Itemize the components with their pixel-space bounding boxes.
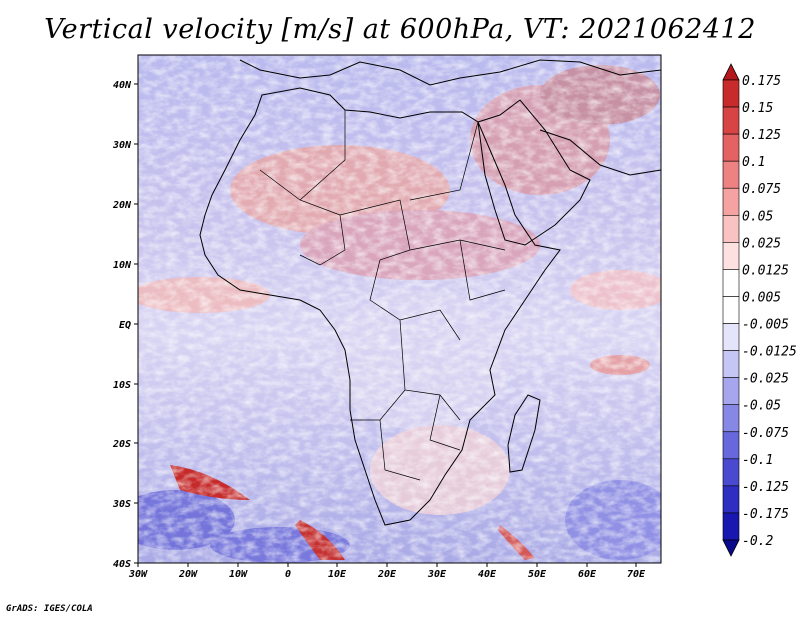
colorbar-label: 0.1: [742, 155, 765, 170]
colorbar-segment: [722, 404, 740, 433]
lon-label: 0: [285, 569, 291, 580]
colorbar-label: 0.125: [742, 128, 781, 143]
colorbar-segment: [722, 79, 740, 108]
colorbar-bottom-arrow: [722, 539, 740, 557]
lon-label: 10E: [328, 569, 347, 580]
colorbar-label: 0.075: [742, 182, 781, 197]
grads-credit: GrADS: IGES/COLA: [6, 604, 93, 614]
colorbar-top-arrow: [722, 63, 740, 81]
lon-label: 20W: [178, 569, 198, 580]
lon-label: 40E: [478, 569, 497, 580]
colorbar-label: 0.15: [742, 101, 773, 116]
lat-label: 10S: [113, 380, 131, 391]
colorbar-segment: [722, 350, 740, 378]
arabia-coastline: [477, 99, 591, 246]
longitude-labels: 30W 20W 10W 0 10E 20E 30E 40E 50E 60E 70…: [128, 569, 646, 580]
lon-label: 30E: [427, 569, 447, 580]
madagascar-coastline: [507, 394, 541, 473]
lat-label: 20N: [112, 200, 132, 211]
colorbar: 0.175 0.15 0.125 0.1 0.075 0.05 0.025 0.0125 0.0…: [722, 63, 797, 557]
latitude-labels: 40N 30N 20N 10N EQ 10S 20S 30S 40S: [112, 80, 132, 570]
africa-coastline: [199, 87, 561, 526]
colorbar-label: -0.005: [742, 318, 789, 333]
colorbar-segment: [722, 512, 740, 541]
lat-label: 10N: [113, 260, 132, 271]
europe-coastline: [239, 59, 661, 86]
colorbar-segment: [722, 214, 740, 243]
country-borders: [259, 110, 506, 481]
colorbar-label: 0.025: [742, 236, 781, 251]
colorbar-segment: [722, 377, 740, 406]
colorbar-label: 0.0125: [742, 263, 789, 278]
lat-label: 30N: [112, 140, 132, 151]
colorbar-label: -0.125: [742, 480, 789, 495]
lat-label: 20S: [112, 439, 131, 450]
axis-ticks: [134, 83, 637, 567]
colorbar-segment: [722, 160, 740, 189]
colorbar-label: -0.05: [742, 399, 781, 414]
colorbar-label: -0.1: [742, 453, 773, 468]
lon-label: 50E: [528, 569, 547, 580]
colorbar-label: 0.05: [742, 209, 773, 224]
lat-label: EQ: [119, 320, 131, 331]
colorbar-segment: [722, 296, 740, 324]
lon-label: 30W: [128, 569, 148, 580]
colorbar-label: -0.175: [742, 507, 789, 522]
map-frame: [137, 54, 662, 564]
colorbar-label: 0.175: [742, 74, 781, 89]
colorbar-label: 0.005: [742, 290, 781, 305]
colorbar-segment: [722, 431, 740, 460]
field-texture: [138, 55, 661, 563]
lon-label: 70E: [627, 569, 646, 580]
lon-label: 20E: [377, 569, 397, 580]
border-lines: [259, 110, 506, 481]
map-area: [138, 55, 661, 563]
lon-label: 10W: [229, 569, 248, 580]
persian-gulf-coastline: [539, 129, 661, 176]
colorbar-segment: [722, 133, 740, 162]
colorbar-label: -0.2: [742, 534, 773, 549]
colorbar-label: -0.075: [742, 426, 789, 441]
colorbar-segment: [722, 242, 740, 270]
map-title: Vertical velocity [m/s] at 600hPa, VT: 2…: [44, 14, 756, 45]
colorbar-segment: [722, 106, 740, 135]
colorbar-label: -0.025: [742, 372, 789, 387]
colorbar-segment: [722, 323, 740, 351]
coastlines: [199, 59, 661, 526]
lon-label: 60E: [578, 569, 597, 580]
colorbar-segment: [722, 485, 740, 514]
lat-label: 40N: [113, 80, 132, 91]
lat-label: 30S: [112, 499, 131, 510]
colorbar-segment: [722, 458, 740, 487]
colorbar-segment: [722, 269, 740, 297]
colorbar-label: -0.0125: [742, 345, 797, 360]
lat-label: 40S: [113, 559, 131, 570]
colorbar-segment: [722, 187, 740, 216]
